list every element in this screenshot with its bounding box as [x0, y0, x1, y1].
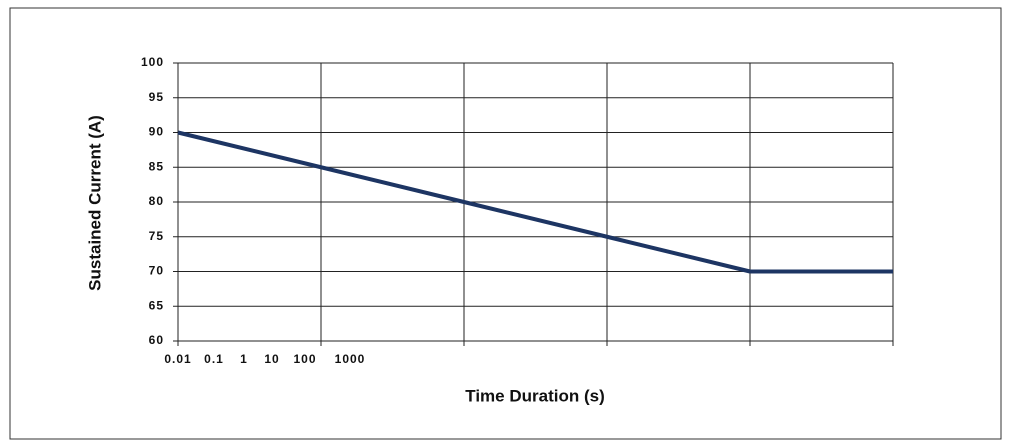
x-tick-label: 1000	[335, 352, 366, 366]
chart-frame	[9, 7, 1002, 440]
y-tick-label: 70	[149, 264, 164, 278]
x-tick-label: 0.1	[204, 352, 224, 366]
y-tick-label: 60	[149, 333, 164, 347]
y-tick-label: 95	[149, 90, 164, 104]
x-tick-label: 100	[293, 352, 316, 366]
y-tick-label: 90	[149, 125, 164, 139]
x-tick-label: 10	[264, 352, 279, 366]
y-tick-label: 85	[149, 159, 164, 173]
y-tick-label: 65	[149, 298, 164, 312]
x-tick-label: 0.01	[164, 352, 191, 366]
x-tick-label: 1	[240, 352, 248, 366]
data-line	[177, 130, 893, 274]
x-axis-title: Time Duration (s)	[465, 386, 604, 405]
y-tick-label: 75	[149, 229, 164, 243]
y-tick-label: 100	[141, 55, 164, 69]
y-axis-title: Sustained Current (A)	[85, 115, 104, 291]
y-tick-label: 80	[149, 194, 164, 208]
